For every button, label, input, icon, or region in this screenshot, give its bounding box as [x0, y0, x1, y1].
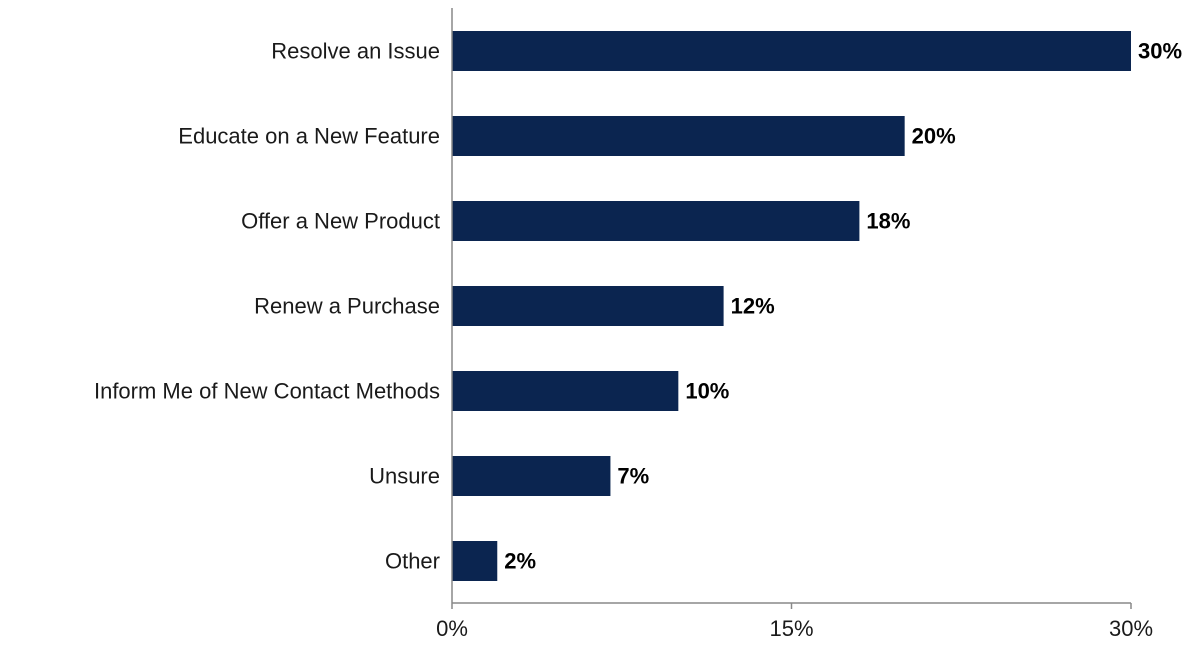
x-tick-label-1: 15%	[769, 616, 813, 641]
bar-5	[452, 456, 611, 496]
bar-0	[452, 31, 1131, 71]
category-label-6: Other	[385, 549, 440, 574]
category-label-0: Resolve an Issue	[271, 39, 440, 64]
bar-1	[452, 116, 905, 156]
category-label-3: Renew a Purchase	[254, 294, 440, 319]
x-tick-label-2: 30%	[1109, 616, 1153, 641]
category-label-4: Inform Me of New Contact Methods	[94, 379, 440, 404]
value-label-2: 18%	[866, 209, 910, 234]
value-label-1: 20%	[912, 124, 956, 149]
bar-2	[452, 201, 860, 241]
bar-6	[452, 541, 498, 581]
category-label-2: Offer a New Product	[241, 209, 440, 234]
x-tick-label-0: 0%	[436, 616, 468, 641]
labels-layer: Resolve an Issue 30% Educate on a New Feat…	[94, 39, 1182, 642]
category-label-1: Educate on a New Feature	[178, 124, 440, 149]
value-label-3: 12%	[731, 294, 775, 319]
value-label-0: 30%	[1138, 39, 1182, 64]
value-label-4: 10%	[685, 379, 729, 404]
bar-3	[452, 286, 724, 326]
value-label-6: 2%	[504, 549, 536, 574]
axis-layer	[451, 8, 1132, 609]
bars-layer	[452, 31, 1131, 581]
value-label-5: 7%	[617, 464, 649, 489]
category-label-5: Unsure	[369, 464, 440, 489]
bar-4	[452, 371, 679, 411]
